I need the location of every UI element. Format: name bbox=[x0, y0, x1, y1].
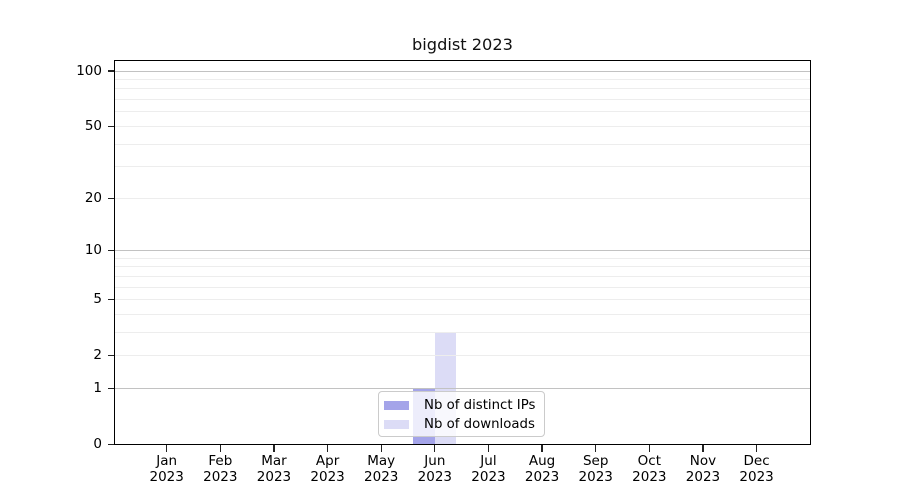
x-tick-year: 2023 bbox=[417, 469, 452, 485]
y-tick bbox=[107, 354, 114, 357]
y-tick bbox=[107, 70, 114, 72]
y-tick bbox=[107, 298, 114, 301]
y-gridline-minor bbox=[114, 111, 811, 113]
x-tick-year: 2023 bbox=[578, 469, 613, 485]
y-tick-label: 2 bbox=[93, 347, 102, 364]
y-gridline-minor bbox=[114, 266, 811, 268]
x-tick-year: 2023 bbox=[256, 469, 292, 485]
y-tick bbox=[107, 125, 114, 128]
x-tick-month: Jun bbox=[424, 452, 446, 469]
x-tick-label: Oct 2023 bbox=[619, 453, 679, 486]
x-tick bbox=[595, 445, 597, 452]
y-gridline-minor bbox=[114, 331, 811, 333]
x-tick bbox=[273, 445, 275, 452]
x-tick bbox=[755, 445, 758, 452]
y-tick-label: 100 bbox=[76, 62, 102, 79]
x-tick bbox=[219, 445, 221, 452]
x-tick-month: Mar bbox=[261, 452, 287, 469]
y-gridline-major bbox=[114, 387, 811, 389]
x-tick-year: 2023 bbox=[685, 469, 721, 485]
x-tick bbox=[487, 445, 490, 452]
legend-swatch-distinct-ips bbox=[384, 401, 409, 410]
y-gridline-major bbox=[114, 249, 811, 251]
x-tick-year: 2023 bbox=[310, 469, 345, 485]
legend-swatch-downloads bbox=[384, 420, 409, 429]
x-tick-label: Mar 2023 bbox=[244, 453, 304, 486]
y-tick bbox=[107, 197, 114, 199]
y-gridline-minor bbox=[114, 257, 811, 259]
y-tick bbox=[107, 443, 114, 446]
y-tick-label: 1 bbox=[93, 379, 102, 396]
x-tick bbox=[434, 445, 436, 452]
x-tick-label: Aug 2023 bbox=[512, 453, 572, 486]
x-tick-year: 2023 bbox=[364, 469, 399, 485]
x-tick-year: 2023 bbox=[739, 469, 774, 485]
y-gridline-major bbox=[114, 70, 811, 72]
y-gridline-minor bbox=[114, 197, 811, 199]
y-gridline-minor bbox=[114, 88, 811, 90]
y-tick-label: 50 bbox=[84, 117, 102, 134]
x-tick-month: Dec bbox=[743, 452, 770, 469]
legend-label-distinct-ips: Nb of distinct IPs bbox=[424, 398, 536, 413]
y-gridline-minor bbox=[114, 299, 811, 301]
x-tick-label: May 2023 bbox=[351, 453, 411, 486]
x-tick-label: Dec 2023 bbox=[727, 453, 787, 486]
x-tick bbox=[380, 445, 382, 452]
x-tick-month: Jul bbox=[480, 452, 497, 469]
y-gridline-minor bbox=[114, 99, 811, 101]
y-tick-label: 20 bbox=[84, 189, 102, 206]
x-tick-label: Jul 2023 bbox=[458, 453, 518, 486]
y-tick-label: 10 bbox=[84, 241, 102, 258]
x-tick-year: 2023 bbox=[203, 469, 238, 485]
y-gridline-minor bbox=[114, 313, 811, 315]
y-gridline-minor bbox=[114, 79, 811, 81]
y-gridline-minor bbox=[114, 125, 811, 127]
x-tick-year: 2023 bbox=[524, 469, 560, 485]
x-tick bbox=[648, 445, 650, 452]
y-gridline-minor bbox=[114, 286, 811, 288]
x-tick-label: Nov 2023 bbox=[673, 453, 733, 486]
chart-title: bigdist 2023 bbox=[412, 35, 513, 54]
x-tick-month: May bbox=[367, 452, 396, 469]
x-tick-month: Sep bbox=[582, 452, 609, 469]
plot-area bbox=[114, 60, 811, 445]
x-tick bbox=[702, 445, 704, 452]
y-tick-label: 5 bbox=[93, 291, 102, 308]
legend: Nb of distinct IPs Nb of downloads bbox=[378, 391, 545, 437]
x-tick bbox=[541, 445, 543, 452]
x-tick-month: Nov bbox=[689, 452, 717, 469]
y-tick-label: 0 bbox=[93, 436, 102, 452]
legend-item-downloads: Nb of downloads bbox=[384, 415, 544, 434]
y-gridline-minor bbox=[114, 275, 811, 277]
x-tick-month: Apr bbox=[315, 452, 340, 469]
x-tick-month: Feb bbox=[208, 452, 233, 469]
x-tick-month: Oct bbox=[637, 452, 661, 469]
x-tick-label: Feb 2023 bbox=[190, 453, 250, 486]
y-gridline-minor bbox=[114, 143, 811, 145]
x-tick-label: Jan 2023 bbox=[137, 453, 197, 486]
legend-label-downloads: Nb of downloads bbox=[424, 417, 535, 432]
x-tick-year: 2023 bbox=[149, 469, 184, 485]
x-tick-label: Jun 2023 bbox=[405, 453, 465, 486]
x-tick-year: 2023 bbox=[471, 469, 506, 485]
y-gridline-minor bbox=[114, 166, 811, 168]
y-tick bbox=[107, 249, 114, 252]
x-tick-month: Jan bbox=[156, 452, 178, 469]
x-tick-label: Sep 2023 bbox=[566, 453, 626, 486]
x-tick-month: Aug bbox=[528, 452, 556, 469]
x-tick-label: Apr 2023 bbox=[298, 453, 358, 486]
y-gridline-minor bbox=[114, 355, 811, 357]
x-tick-year: 2023 bbox=[632, 469, 667, 485]
x-tick bbox=[326, 445, 329, 452]
y-tick bbox=[107, 387, 114, 390]
x-tick bbox=[166, 445, 168, 452]
legend-item-distinct-ips: Nb of distinct IPs bbox=[384, 396, 544, 415]
